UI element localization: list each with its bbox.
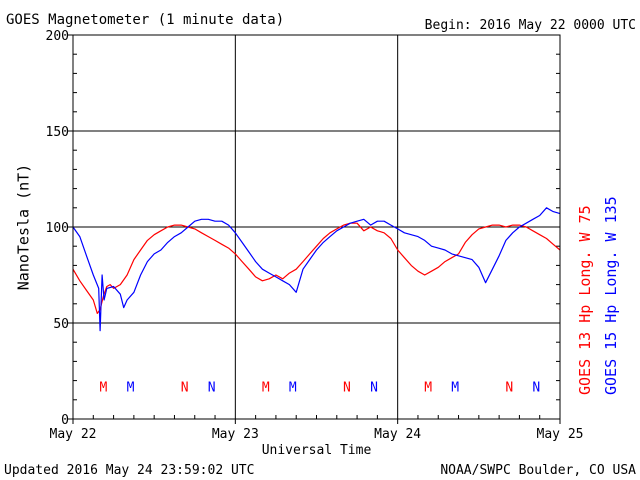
credit-text: NOAA/SWPC Boulder, CO USA [440,463,636,478]
begin-time: Begin: 2016 May 22 0000 UTC [425,18,636,33]
x-tick-label: May 23 [212,427,259,442]
y-axis-ticks: 0 50 100 150 200 [46,29,560,428]
y-tick-label: 150 [46,125,69,140]
marker-n: N [505,380,513,395]
y-tick-label: 100 [46,221,69,236]
series-line-goes13 [72,222,561,314]
marker-m: M [127,380,135,395]
series-lines [72,207,561,332]
marker-m: M [262,380,270,395]
x-tick-label: May 25 [537,427,584,442]
marker-m: M [100,380,108,395]
x-tick-label: May 22 [50,427,97,442]
series-line-goes15 [72,207,561,332]
marker-m: M [289,380,297,395]
marker-n: N [208,380,216,395]
legend: GOES 13 Hp Long. W 75 GOES 15 Hp Long. W … [576,196,620,395]
marker-n: N [370,380,378,395]
updated-time: Updated 2016 May 24 23:59:02 UTC [4,463,254,478]
legend-goes15: GOES 15 Hp Long. W 135 [602,196,620,395]
marker-n: N [343,380,351,395]
marker-n: N [532,380,540,395]
y-tick-label: 50 [53,317,69,332]
chart-title: GOES Magnetometer (1 minute data) [6,12,284,28]
x-tick-label: May 24 [374,427,421,442]
x-axis-label: Universal Time [262,443,372,458]
plot-frame [72,34,561,420]
marker-m: M [451,380,459,395]
grid-lines [73,35,560,419]
marker-n: N [181,380,189,395]
y-tick-label: 200 [46,29,69,44]
y-axis-label: NanoTesla (nT) [15,164,33,290]
y-tick-label: 0 [61,413,69,428]
x-axis-ticks: May 22 May 23 May 24 May 25 [50,415,584,442]
marker-m: M [424,380,432,395]
legend-goes13: GOES 13 Hp Long. W 75 [576,205,594,395]
